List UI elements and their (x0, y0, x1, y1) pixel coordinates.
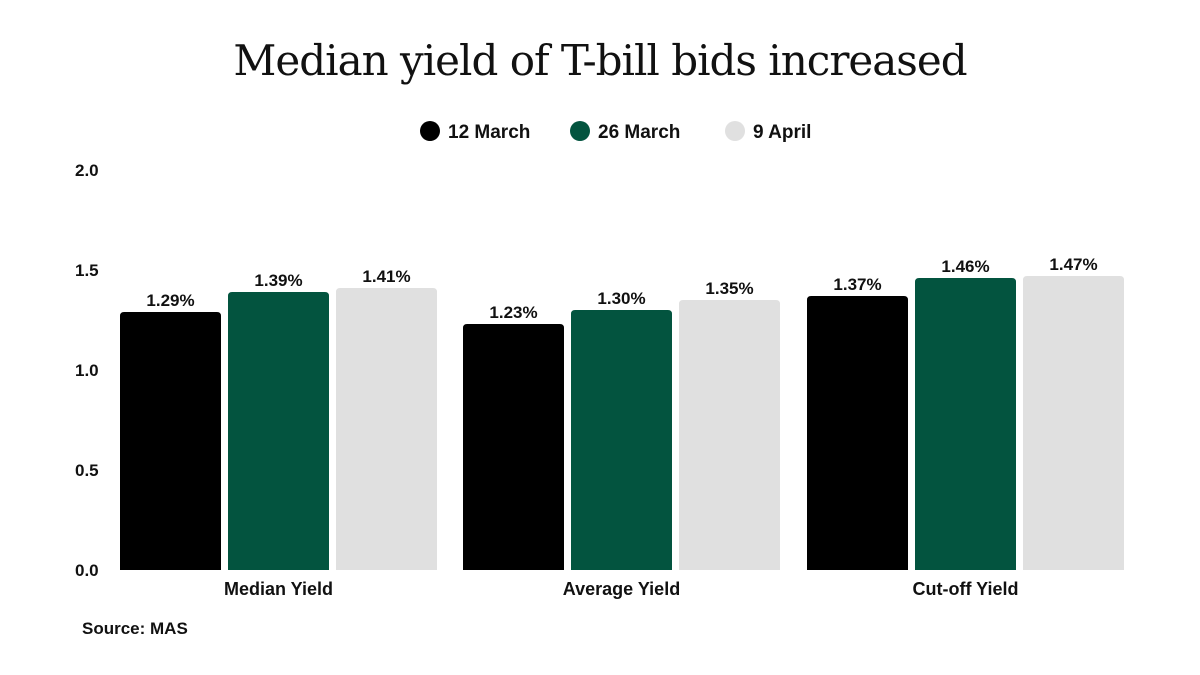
legend-swatch (420, 121, 440, 141)
x-tick-label: Median Yield (224, 579, 333, 599)
y-tick-label: 1.5 (75, 261, 99, 280)
y-tick-label: 0.5 (75, 461, 99, 480)
x-tick-label: Cut-off Yield (913, 579, 1019, 599)
data-label: 1.41% (362, 267, 410, 286)
data-label: 1.29% (146, 291, 194, 310)
legend-label: 12 March (448, 122, 530, 143)
bar (228, 292, 329, 570)
data-label: 1.46% (941, 257, 989, 276)
legend-label: 26 March (598, 122, 680, 143)
data-label: 1.39% (254, 271, 302, 290)
legend-swatch (725, 121, 745, 141)
bar (1023, 276, 1124, 570)
y-tick-label: 0.0 (75, 561, 99, 580)
bar (336, 288, 437, 570)
bar (571, 310, 672, 570)
legend-swatch (570, 121, 590, 141)
chart-title: Median yield of T-bill bids increased (233, 36, 967, 85)
legend-label: 9 April (753, 122, 811, 143)
bar (679, 300, 780, 570)
bar (463, 324, 564, 570)
data-label: 1.35% (705, 279, 753, 298)
bar (915, 278, 1016, 570)
source-note: Source: MAS (82, 619, 188, 638)
bar (807, 296, 908, 570)
data-label: 1.30% (597, 289, 645, 308)
bar (120, 312, 221, 570)
data-label: 1.23% (489, 303, 537, 322)
data-label: 1.37% (833, 275, 881, 294)
data-label: 1.47% (1049, 255, 1097, 274)
x-tick-label: Average Yield (563, 579, 680, 599)
y-tick-label: 1.0 (75, 361, 99, 380)
y-tick-label: 2.0 (75, 161, 99, 180)
